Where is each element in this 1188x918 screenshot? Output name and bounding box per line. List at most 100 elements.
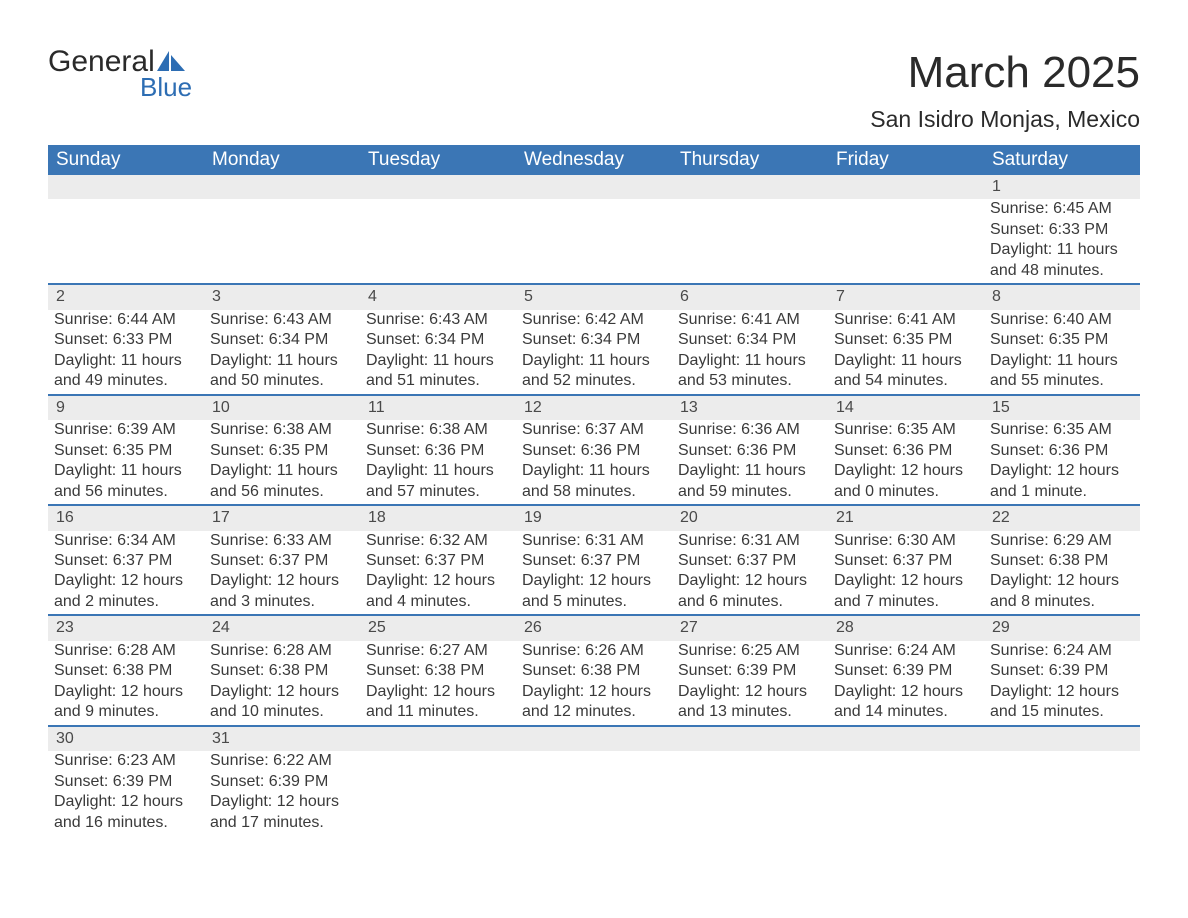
daylight-line: and 52 minutes. [522,371,666,391]
sunset-line: Sunset: 6:35 PM [834,330,978,350]
day-number-cell: 31 [204,726,360,751]
day-detail-cell [516,199,672,284]
sunrise-line: Sunrise: 6:33 AM [210,531,354,551]
day-detail-cell [984,751,1140,835]
sunrise-line: Sunrise: 6:35 AM [990,420,1134,440]
daylight-line: Daylight: 12 hours [834,682,978,702]
daylight-line: Daylight: 12 hours [990,682,1134,702]
day-detail-cell: Sunrise: 6:25 AMSunset: 6:39 PMDaylight:… [672,641,828,726]
day-number-cell [48,175,204,199]
sunrise-line: Sunrise: 6:22 AM [210,751,354,771]
sunset-line: Sunset: 6:33 PM [990,220,1134,240]
day-number: 20 [680,509,698,526]
sunrise-line: Sunrise: 6:40 AM [990,310,1134,330]
day-number-cell: 18 [360,505,516,530]
sunset-line: Sunset: 6:37 PM [678,551,822,571]
sunrise-line: Sunrise: 6:39 AM [54,420,198,440]
col-friday: Friday [828,145,984,175]
day-number: 3 [212,288,221,305]
day-number-cell: 22 [984,505,1140,530]
day-number: 6 [680,288,689,305]
day-number: 29 [992,619,1010,636]
day-detail-cell [828,751,984,835]
day-number: 12 [524,399,542,416]
day-number-cell: 21 [828,505,984,530]
sunset-line: Sunset: 6:39 PM [54,772,198,792]
daylight-line: and 9 minutes. [54,702,198,722]
sunset-line: Sunset: 6:34 PM [522,330,666,350]
day-number: 15 [992,399,1010,416]
title-block: March 2025 San Isidro Monjas, Mexico [870,48,1140,133]
day-detail-cell: Sunrise: 6:38 AMSunset: 6:36 PMDaylight:… [360,420,516,505]
day-number: 14 [836,399,854,416]
daylight-line: Daylight: 11 hours [678,351,822,371]
col-saturday: Saturday [984,145,1140,175]
day-detail-cell: Sunrise: 6:41 AMSunset: 6:34 PMDaylight:… [672,310,828,395]
detail-row: Sunrise: 6:39 AMSunset: 6:35 PM Daylight:… [48,420,1140,505]
daylight-line: and 50 minutes. [210,371,354,391]
day-number-cell: 14 [828,395,984,420]
month-title: March 2025 [870,48,1140,98]
daylight-line: and 7 minutes. [834,592,978,612]
daylight-line: Daylight: 11 hours [678,461,822,481]
detail-row: Sunrise: 6:34 AMSunset: 6:37 PMDaylight:… [48,531,1140,616]
day-number-cell [516,726,672,751]
day-detail-cell: Sunrise: 6:40 AMSunset: 6:35 PMDaylight:… [984,310,1140,395]
daylight-line: and 55 minutes. [990,371,1134,391]
sunrise-line: Sunrise: 6:30 AM [834,531,978,551]
sunset-line: Sunset: 6:39 PM [210,772,354,792]
day-number-cell: 11 [360,395,516,420]
sunrise-line: Sunrise: 6:29 AM [990,531,1134,551]
calendar-body: 1Sunrise: 6:45 AMSunset: 6:33 PM Daylight… [48,175,1140,835]
sunset-line: Sunset: 6:35 PM [54,441,198,461]
day-detail-cell: Sunrise: 6:27 AMSunset: 6:38 PMDaylight:… [360,641,516,726]
daynum-row: 1 [48,175,1140,199]
day-number: 17 [212,509,230,526]
day-number: 24 [212,619,230,636]
calendar-table: Sunday Monday Tuesday Wednesday Thursday… [48,145,1140,835]
day-number-cell: 9 [48,395,204,420]
day-detail-cell: Sunrise: 6:31 AMSunset: 6:37 PMDaylight:… [516,531,672,616]
day-number-cell: 12 [516,395,672,420]
day-number: 26 [524,619,542,636]
col-wednesday: Wednesday [516,145,672,175]
sunrise-line: Sunrise: 6:36 AM [678,420,822,440]
day-number-cell [828,175,984,199]
day-number: 4 [368,288,377,305]
sunset-line: Sunset: 6:38 PM [366,661,510,681]
sunrise-line: Sunrise: 6:43 AM [210,310,354,330]
daylight-line: and 59 minutes. [678,482,822,502]
sunrise-line: Sunrise: 6:42 AM [522,310,666,330]
day-detail-cell: Sunrise: 6:35 AMSunset: 6:36 PMDaylight:… [984,420,1140,505]
daylight-line: Daylight: 12 hours [522,682,666,702]
sunrise-line: Sunrise: 6:38 AM [210,420,354,440]
sunset-line: Sunset: 6:37 PM [54,551,198,571]
day-number-cell: 20 [672,505,828,530]
daylight-line: and 54 minutes. [834,371,978,391]
daylight-line: and 2 minutes. [54,592,198,612]
day-detail-cell: Sunrise: 6:22 AMSunset: 6:39 PMDaylight:… [204,751,360,835]
day-number-cell: 30 [48,726,204,751]
day-number-cell: 3 [204,284,360,309]
day-number-cell: 5 [516,284,672,309]
sunset-line: Sunset: 6:37 PM [522,551,666,571]
daylight-line: and 0 minutes. [834,482,978,502]
sunrise-line: Sunrise: 6:38 AM [366,420,510,440]
sunset-line: Sunset: 6:39 PM [678,661,822,681]
daylight-line: Daylight: 11 hours [366,351,510,371]
day-number-cell [828,726,984,751]
daylight-line: Daylight: 11 hours [522,351,666,371]
day-number-cell: 16 [48,505,204,530]
daylight-line: Daylight: 12 hours [54,682,198,702]
daylight-line: Daylight: 11 hours [210,461,354,481]
daylight-line: Daylight: 12 hours [54,571,198,591]
sunset-line: Sunset: 6:38 PM [990,551,1134,571]
logo-text-blue: Blue [48,75,192,100]
sunrise-line: Sunrise: 6:32 AM [366,531,510,551]
day-number-cell: 13 [672,395,828,420]
logo-text-general: General [48,48,155,77]
sunset-line: Sunset: 6:38 PM [210,661,354,681]
sunrise-line: Sunrise: 6:45 AM [990,199,1134,219]
day-number: 13 [680,399,698,416]
detail-row: Sunrise: 6:23 AMSunset: 6:39 PMDaylight:… [48,751,1140,835]
